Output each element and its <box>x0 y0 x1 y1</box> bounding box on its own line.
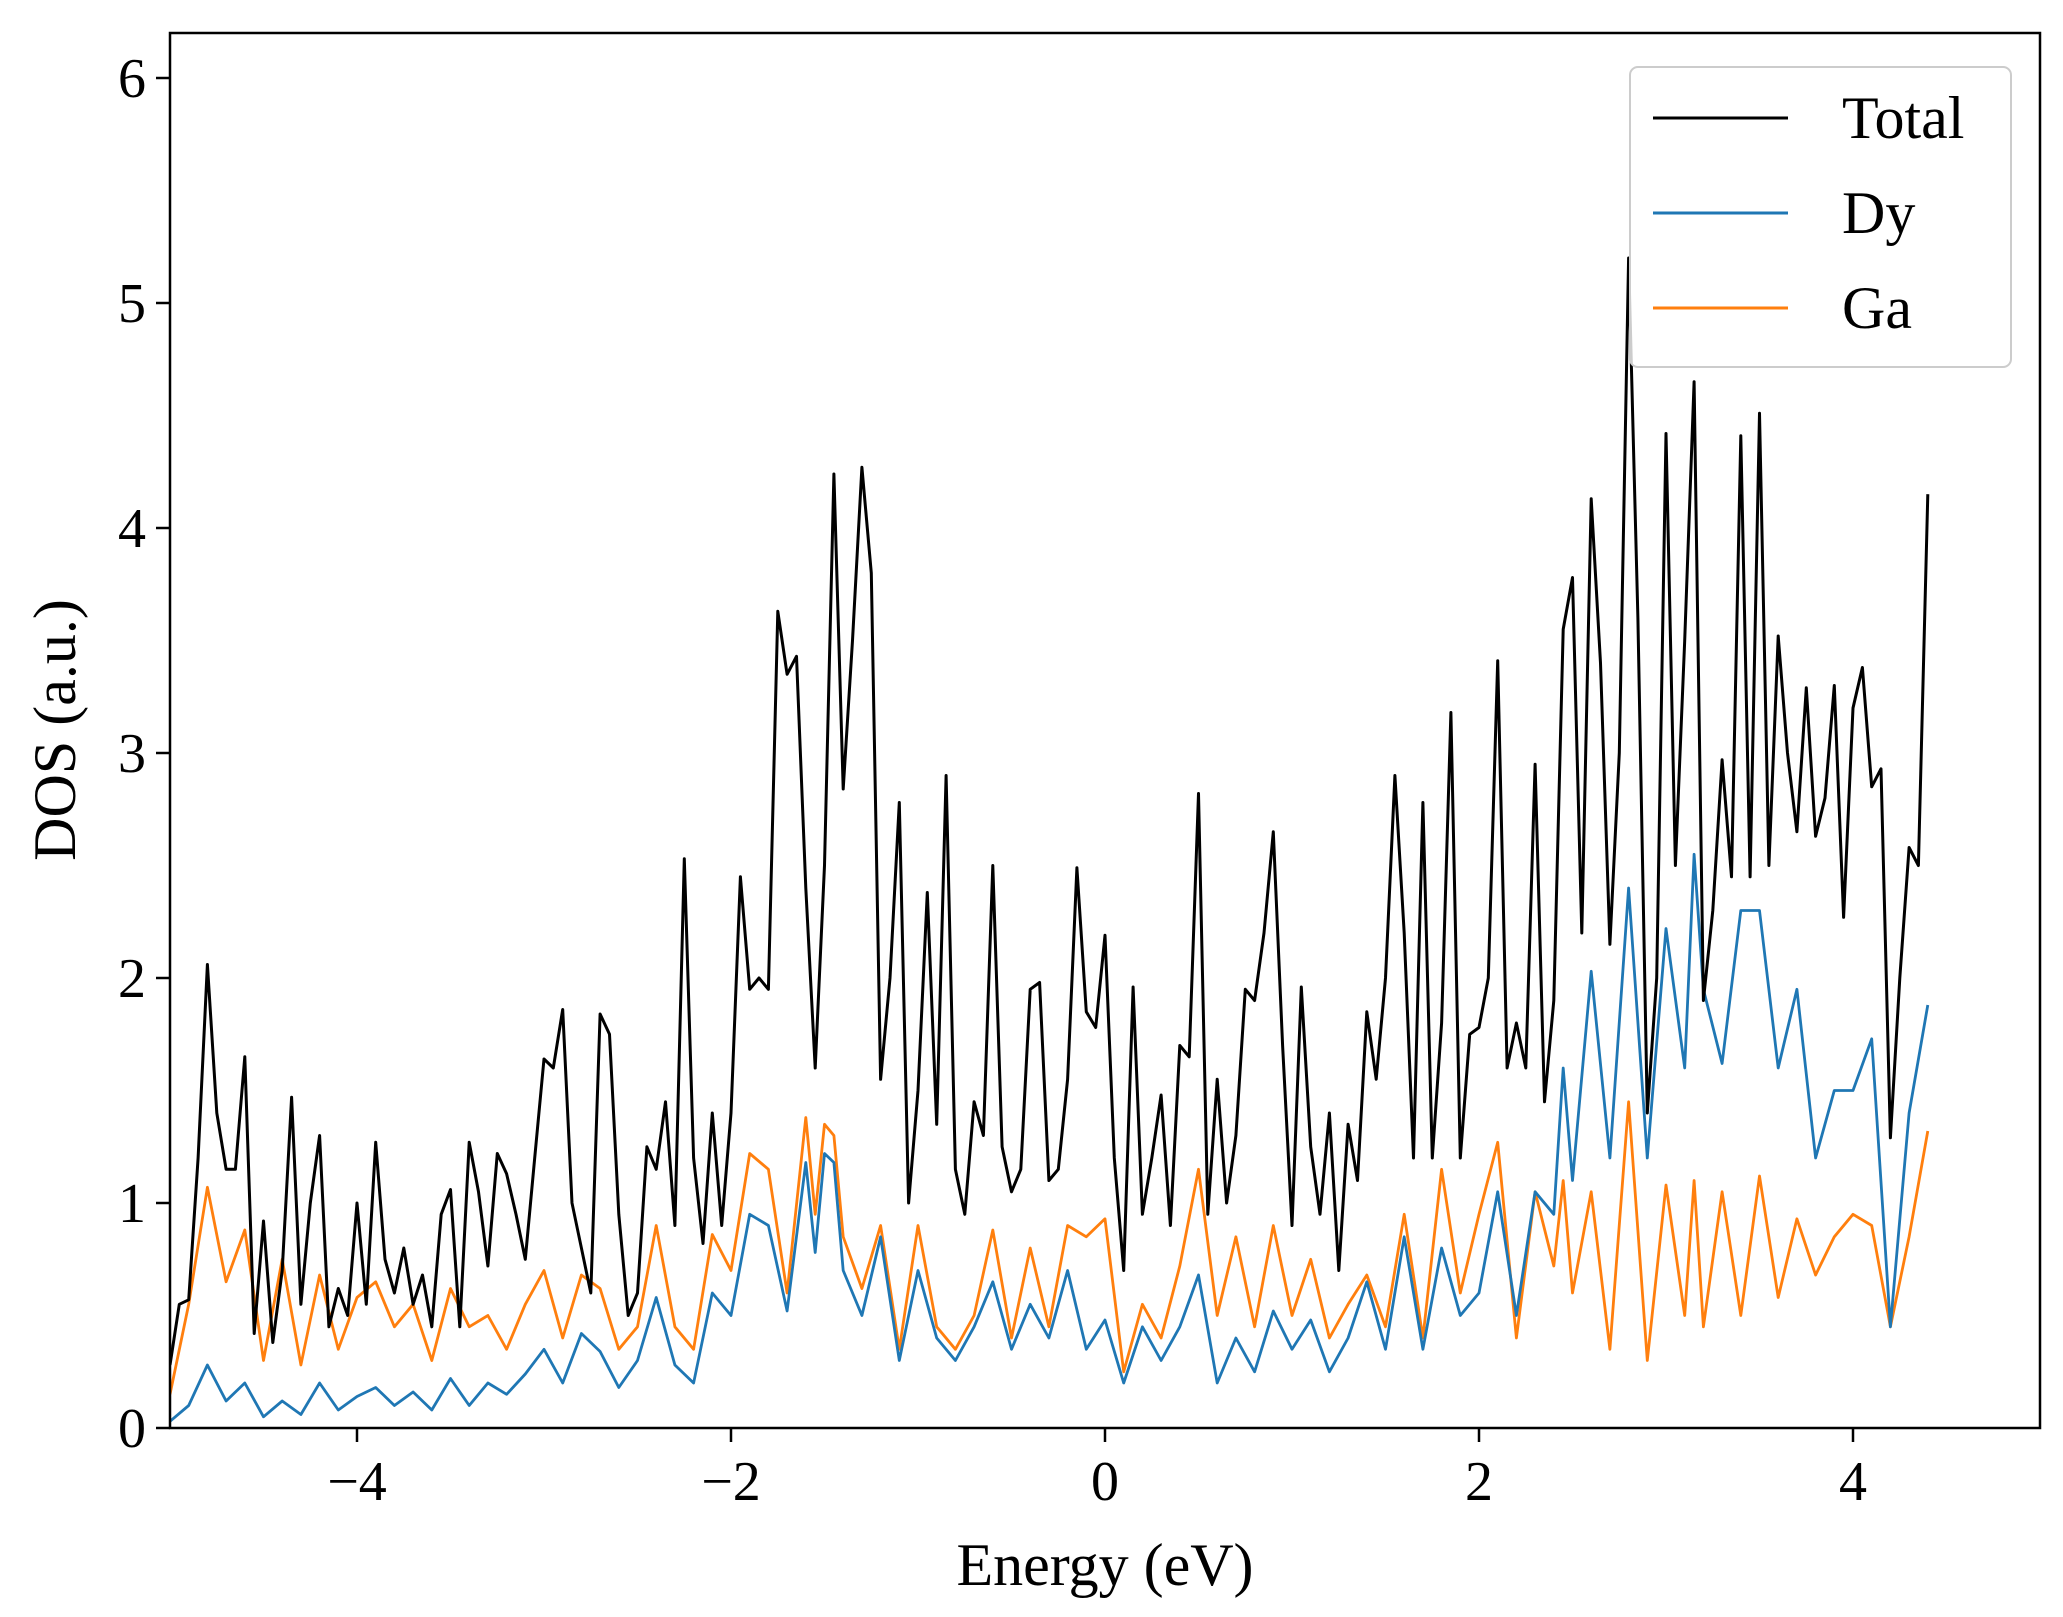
x-tick-label: −4 <box>327 1451 387 1513</box>
legend: Total Dy Ga <box>1629 66 2012 368</box>
x-tick-label: −2 <box>701 1451 761 1513</box>
series-layer <box>170 256 1930 1423</box>
y-tick-label: 5 <box>118 273 146 335</box>
x-tick-label: 0 <box>1091 1451 1119 1513</box>
legend-box <box>1629 66 2012 368</box>
y-tick-label: 3 <box>118 723 146 785</box>
legend-label-dy: Dy <box>1842 180 1915 246</box>
series-line-total <box>170 256 1930 1366</box>
y-tick-label: 0 <box>118 1398 146 1460</box>
x-axis-title: Energy (eV) <box>956 1532 1253 1598</box>
y-tick-label: 6 <box>118 48 146 110</box>
y-tick-label: 2 <box>118 948 146 1010</box>
legend-label-ga: Ga <box>1842 275 1912 341</box>
y-axis: 0 1 2 3 4 5 6 <box>118 48 170 1460</box>
x-tick-label: 2 <box>1465 1451 1493 1513</box>
series-line-dy <box>170 852 1930 1423</box>
x-tick-label: 4 <box>1839 1451 1867 1513</box>
legend-label-total: Total <box>1842 85 1964 151</box>
x-axis: −4 −2 0 2 4 <box>327 1428 1867 1513</box>
series-line-ga <box>170 1100 1930 1395</box>
y-tick-label: 1 <box>118 1173 146 1235</box>
y-tick-label: 4 <box>118 498 146 560</box>
y-axis-title: DOS (a.u.) <box>22 599 88 861</box>
